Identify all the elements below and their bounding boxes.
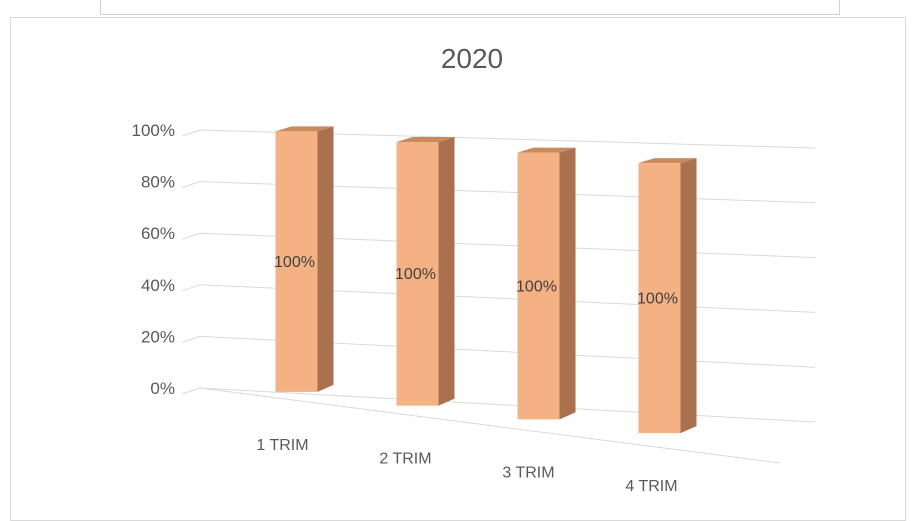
gridline-side <box>181 129 201 137</box>
bar-front <box>517 152 560 420</box>
bar-side <box>438 136 455 406</box>
x-tick-label: 2 TRIM <box>379 451 431 468</box>
bar: 100% <box>274 126 334 392</box>
y-axis-ticks: 0% 20% 40% 60% 80% 100% <box>132 121 175 398</box>
bar-front <box>638 163 681 434</box>
bar-side <box>680 158 697 434</box>
y-tick-label: 0% <box>150 379 175 398</box>
x-axis-ticks: 1 TRIM 2 TRIM 3 TRIM 4 TRIM <box>256 437 677 495</box>
y-tick-label: 60% <box>141 224 175 243</box>
bar: 100% <box>516 147 576 420</box>
y-tick-label: 100% <box>132 121 175 140</box>
bar: 100% <box>637 158 697 434</box>
bar-side <box>317 126 334 392</box>
x-tick-label: 3 TRIM <box>502 464 554 481</box>
y-tick-label: 40% <box>141 276 175 295</box>
gridline <box>199 387 816 423</box>
chart-toolbar-strip <box>100 0 840 15</box>
bar-top <box>275 126 334 132</box>
bar-top <box>638 158 697 164</box>
gridline-side <box>181 387 201 395</box>
chart-area <box>10 17 906 521</box>
y-tick-label: 80% <box>141 173 175 192</box>
data-label: 100% <box>637 291 678 308</box>
data-label: 100% <box>395 266 436 283</box>
y-tick-label: 20% <box>141 327 175 346</box>
gridline-side <box>181 284 201 292</box>
floor-edge <box>199 387 781 464</box>
bar-front <box>396 141 439 406</box>
bar-side <box>559 147 576 420</box>
bar-front <box>275 131 318 392</box>
gridline-side <box>181 232 201 240</box>
gridline-side <box>181 181 201 189</box>
bars: 100% 100% 100% 100% <box>274 126 697 434</box>
bar-top <box>396 136 455 142</box>
gridline-side <box>181 335 201 343</box>
bar-top <box>517 147 576 153</box>
data-label: 100% <box>274 254 315 271</box>
data-label: 100% <box>516 278 557 295</box>
bar: 100% <box>395 136 455 406</box>
x-tick-label: 4 TRIM <box>625 478 677 495</box>
x-tick-label: 1 TRIM <box>256 437 308 454</box>
chart-title: 2020 <box>441 43 503 74</box>
